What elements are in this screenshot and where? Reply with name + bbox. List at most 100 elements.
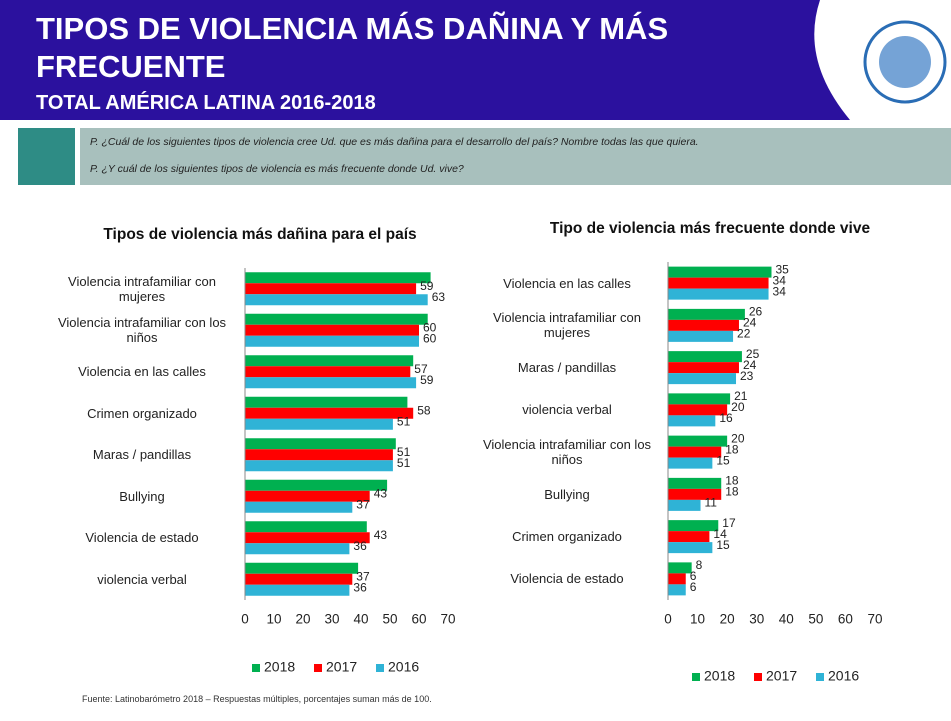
- bar: [245, 377, 417, 389]
- bar: [245, 584, 350, 596]
- data-label: 37: [356, 569, 370, 583]
- bar: [668, 542, 713, 554]
- bar: [668, 277, 769, 289]
- bar: [245, 313, 428, 325]
- x-tick-label: 40: [353, 612, 368, 627]
- subtitle: TOTAL AMÉRICA LATINA 2016-2018: [36, 92, 376, 114]
- header-band: [0, 0, 951, 120]
- bar: [668, 266, 772, 278]
- bar: [668, 393, 731, 405]
- legend-swatch: [314, 664, 322, 672]
- logo: [863, 20, 947, 104]
- x-tick-label: 60: [838, 612, 853, 627]
- y-tick-label: Violencia intrafamiliar con mujeres: [68, 273, 216, 304]
- bar: [668, 446, 722, 458]
- y-tick-label: violencia verbal: [522, 402, 612, 418]
- bar: [668, 319, 739, 331]
- data-label: 37: [356, 497, 370, 511]
- bar: [245, 501, 353, 513]
- data-label: 59: [420, 373, 434, 387]
- bar: [668, 373, 737, 385]
- bar: [668, 488, 722, 500]
- data-label: 11: [705, 496, 718, 510]
- data-label: 51: [397, 456, 411, 470]
- bar: [245, 479, 388, 491]
- x-tick-label: 10: [266, 612, 281, 627]
- data-label: 6: [690, 569, 697, 583]
- data-label: 15: [716, 453, 730, 467]
- data-label: 51: [397, 445, 411, 459]
- bar: [668, 520, 719, 532]
- bar: [245, 460, 393, 472]
- question: P. ¿Y cuál de los siguientes tipos de vi…: [90, 163, 464, 175]
- y-tick-label: Crimen organizado: [87, 405, 197, 421]
- x-tick-label: 10: [690, 612, 705, 627]
- bar: [668, 404, 728, 416]
- bar: [245, 294, 428, 306]
- data-label: 34: [773, 273, 787, 287]
- legend-label: 2016: [828, 668, 859, 684]
- x-tick-label: 20: [295, 612, 310, 627]
- bar: [668, 435, 728, 447]
- x-tick-label: 0: [241, 612, 249, 627]
- y-tick-label: Violencia en las calles: [503, 275, 631, 291]
- data-label: 43: [374, 486, 388, 500]
- bar: [245, 407, 414, 419]
- data-label: 16: [719, 411, 733, 425]
- y-tick-label: Maras / pandillas: [92, 447, 192, 463]
- bar: [245, 562, 359, 574]
- bar: [245, 418, 393, 430]
- bar: [245, 490, 370, 502]
- bar: [668, 351, 742, 363]
- y-tick-label: Violencia en las calles: [78, 364, 206, 380]
- y-tick-label: Violencia intrafamiliar con los niños: [57, 315, 227, 346]
- data-label: 21: [734, 389, 748, 403]
- bar: [245, 449, 393, 461]
- data-label: 43: [374, 528, 388, 542]
- x-tick-label: 50: [382, 612, 397, 627]
- legend-label: 2017: [326, 659, 357, 675]
- data-label: 24: [743, 316, 757, 330]
- bar: [245, 355, 414, 367]
- title: TIPOS DE VIOLENCIA MÁS DAÑINA Y MÁS FREC…: [36, 11, 669, 84]
- chart-title: Tipos de violencia más dañina para el pa…: [103, 226, 417, 243]
- data-label: 25: [746, 347, 760, 361]
- legend-swatch: [376, 664, 384, 672]
- bar: [245, 335, 419, 347]
- bar: [245, 366, 411, 378]
- bar: [245, 283, 417, 295]
- legend-label: 2016: [388, 659, 419, 675]
- legend-swatch: [816, 673, 824, 681]
- x-tick-label: 20: [720, 612, 735, 627]
- data-label: 6: [690, 580, 697, 594]
- x-tick-label: 40: [779, 612, 794, 627]
- data-label: 20: [731, 400, 745, 414]
- data-label: 24: [743, 358, 757, 372]
- bar: [668, 308, 745, 320]
- x-tick-label: 70: [867, 612, 882, 627]
- bar: [668, 562, 692, 574]
- x-tick-label: 30: [749, 612, 764, 627]
- legend-label: 2018: [704, 668, 735, 684]
- x-tick-label: 60: [411, 612, 426, 627]
- y-tick-label: Violencia de estado: [85, 530, 199, 546]
- legend-swatch: [252, 664, 260, 672]
- bar: [668, 362, 739, 374]
- bar: [245, 532, 370, 544]
- data-label: 26: [749, 305, 763, 319]
- data-label: 51: [397, 414, 411, 428]
- data-label: 36: [353, 539, 367, 553]
- data-label: 63: [432, 290, 446, 304]
- data-label: 15: [716, 538, 730, 552]
- data-label: 14: [713, 527, 727, 541]
- data-label: 18: [725, 442, 739, 456]
- y-tick-label: Violencia intrafamiliar con mujeres: [493, 310, 641, 341]
- x-tick-label: 70: [440, 612, 455, 627]
- bar: [668, 531, 710, 543]
- bar: [245, 573, 353, 585]
- source: Fuente: Latinobarómetro 2018 – Respuesta…: [82, 694, 432, 704]
- data-label: 60: [423, 320, 437, 334]
- data-label: 59: [420, 279, 434, 293]
